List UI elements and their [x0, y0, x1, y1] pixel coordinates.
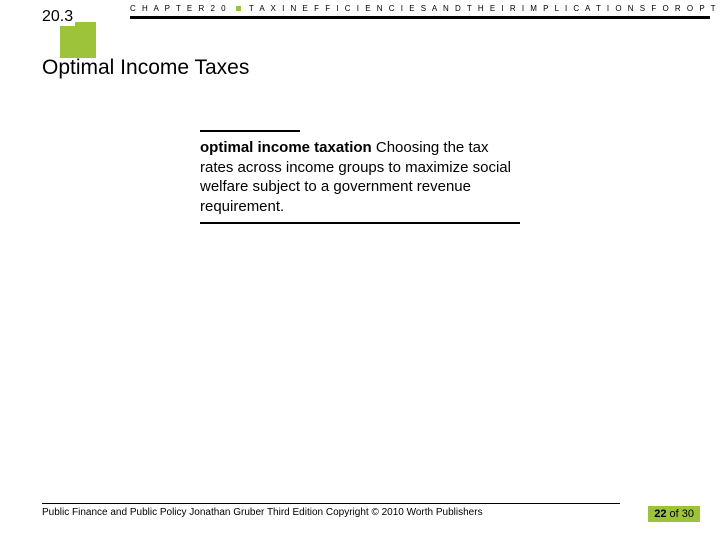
- chapter-title: T A X I N E F F I C I E N C I E S A N D …: [249, 4, 720, 13]
- definition-text: optimal income taxation Choosing the tax…: [200, 138, 520, 216]
- page-total: 30: [682, 508, 694, 520]
- definition-term: optimal income taxation: [200, 139, 372, 156]
- footer-divider: [42, 503, 620, 504]
- chapter-label: C H A P T E R 2 0: [130, 4, 228, 13]
- corner-accent-block: [60, 22, 96, 58]
- definition-bottom-rule: [200, 222, 520, 224]
- slide-container: 20.3 C H A P T E R 2 0 T A X I N E F F I…: [0, 0, 720, 540]
- page-indicator: 22 of 30: [648, 506, 700, 522]
- page-sep: of: [666, 508, 681, 520]
- definition-block: optimal income taxation Choosing the tax…: [200, 130, 520, 224]
- page-current: 22: [654, 508, 666, 520]
- page-title: Optimal Income Taxes: [42, 56, 249, 80]
- chapter-header: C H A P T E R 2 0 T A X I N E F F I C I …: [130, 4, 710, 13]
- header-divider: [130, 16, 710, 19]
- definition-top-rule: [200, 130, 300, 132]
- section-number: 20.3: [40, 8, 75, 26]
- footer-text: Public Finance and Public Policy Jonatha…: [42, 507, 700, 518]
- bullet-icon: [236, 6, 241, 11]
